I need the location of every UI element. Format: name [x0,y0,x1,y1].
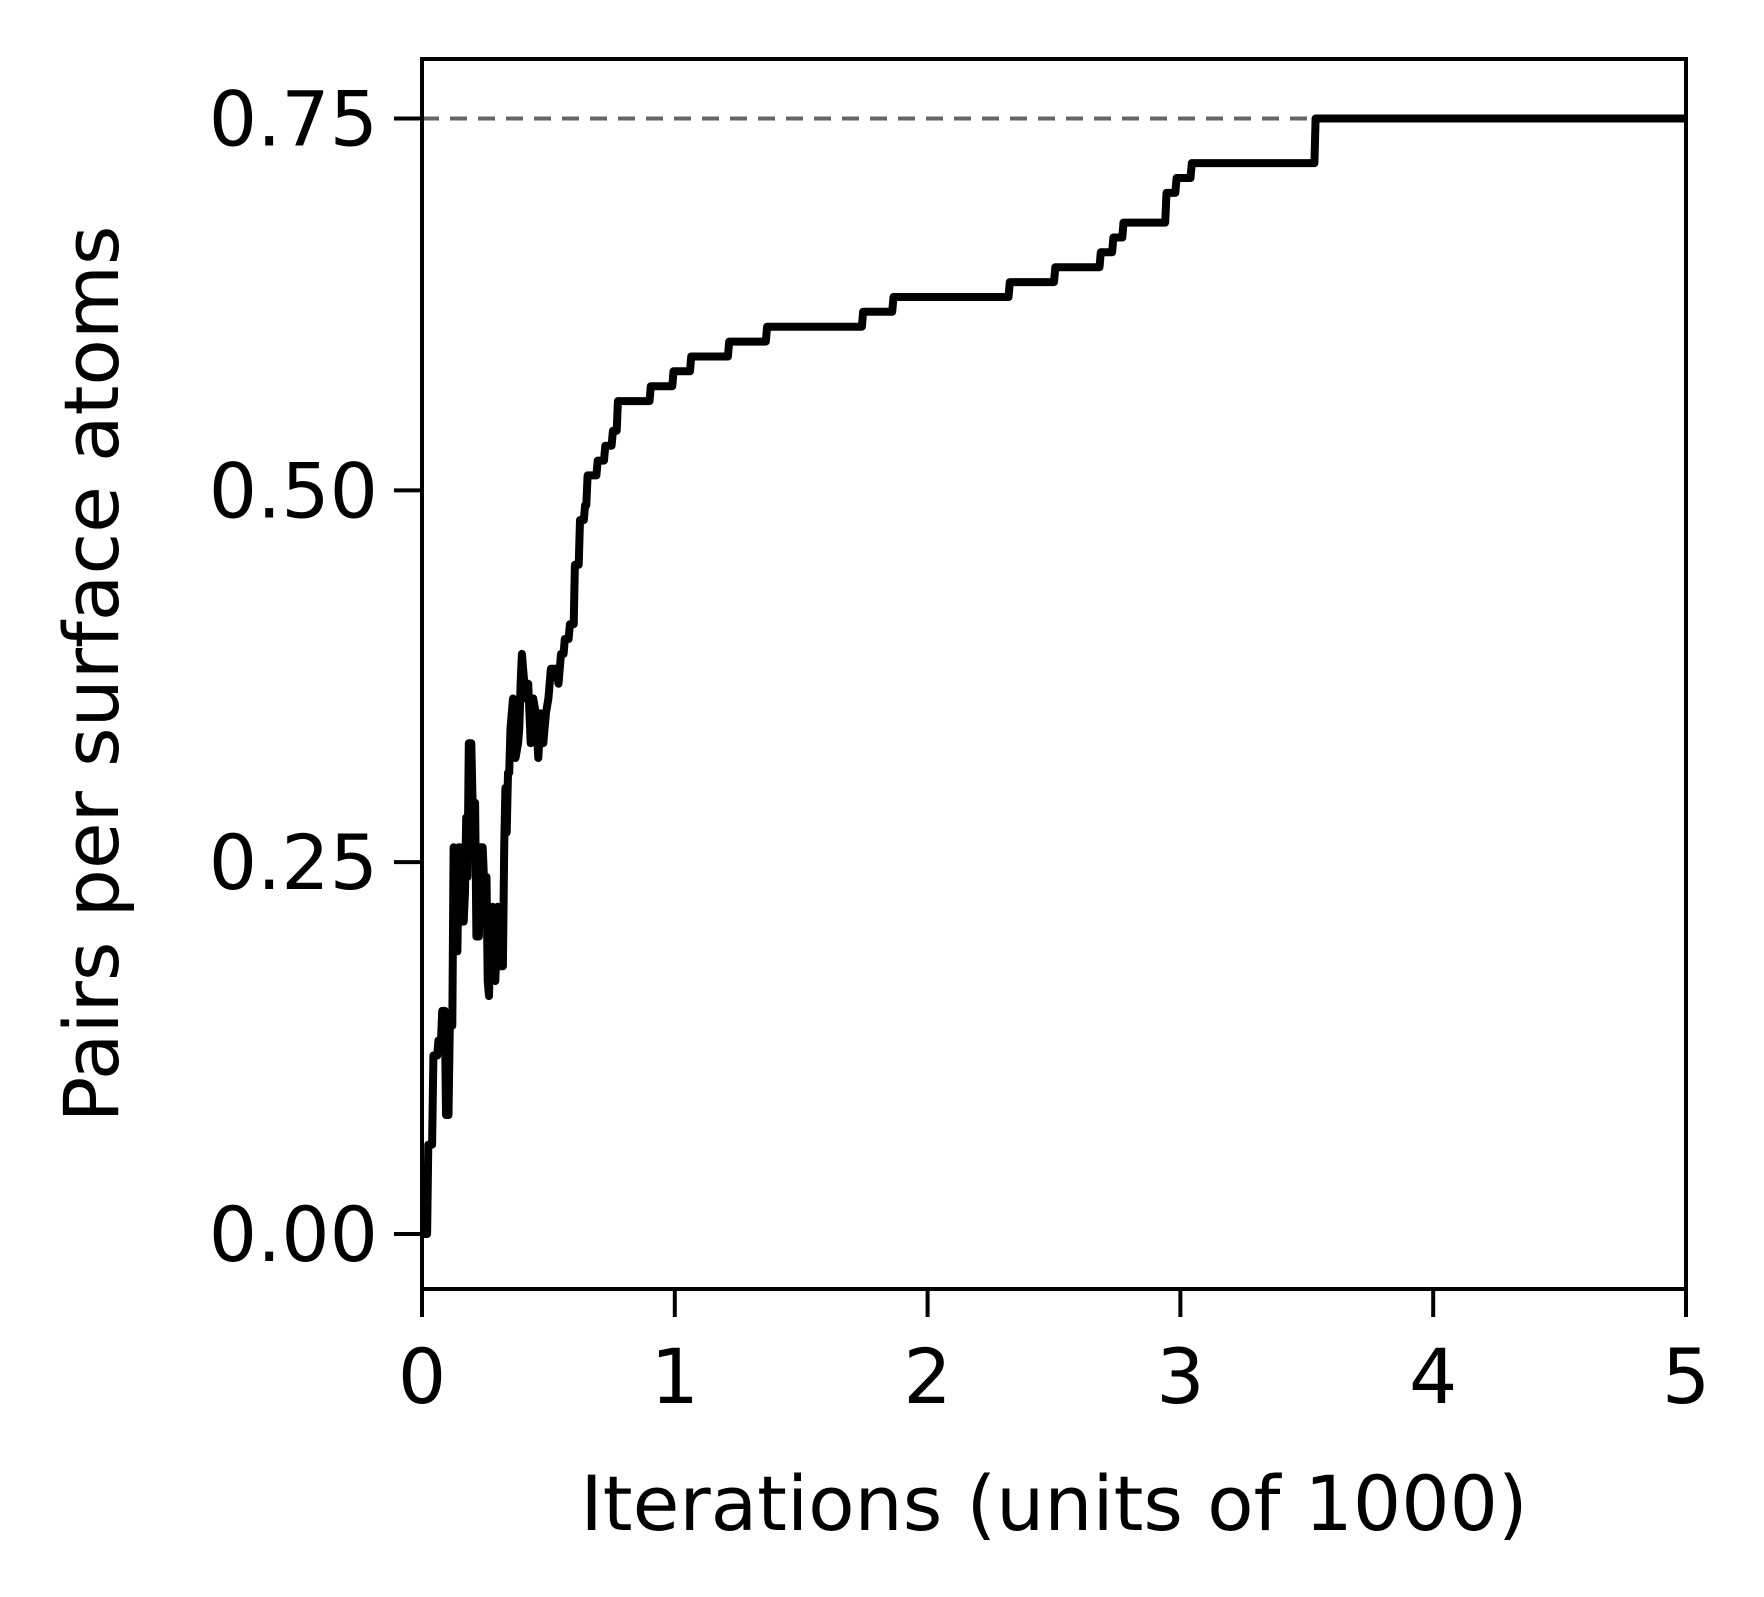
x-axis-label: Iterations (units of 1000) [580,1459,1527,1548]
y-axis-label: Pairs per surface atoms [47,225,136,1122]
plot-frame [420,57,1688,1291]
x-tick-label: 4 [1409,1332,1457,1421]
x-tick-label: 0 [398,1332,446,1421]
y-axis-ticks: 0.00 0.25 0.50 0.75 [209,74,422,1279]
y-tick-label: 0.00 [209,1190,378,1279]
x-tick-label: 3 [1156,1332,1204,1421]
y-tick-label: 0.75 [209,74,378,163]
series-line [422,114,1686,1238]
x-tick-label: 5 [1662,1332,1710,1421]
series-layer [422,114,1686,1238]
x-tick-label: 1 [651,1332,699,1421]
y-tick-label: 0.50 [209,446,378,535]
x-tick-label: 2 [903,1332,951,1421]
x-axis-ticks: 0 1 2 3 4 5 [398,1289,1710,1421]
y-tick-label: 0.25 [209,818,378,907]
